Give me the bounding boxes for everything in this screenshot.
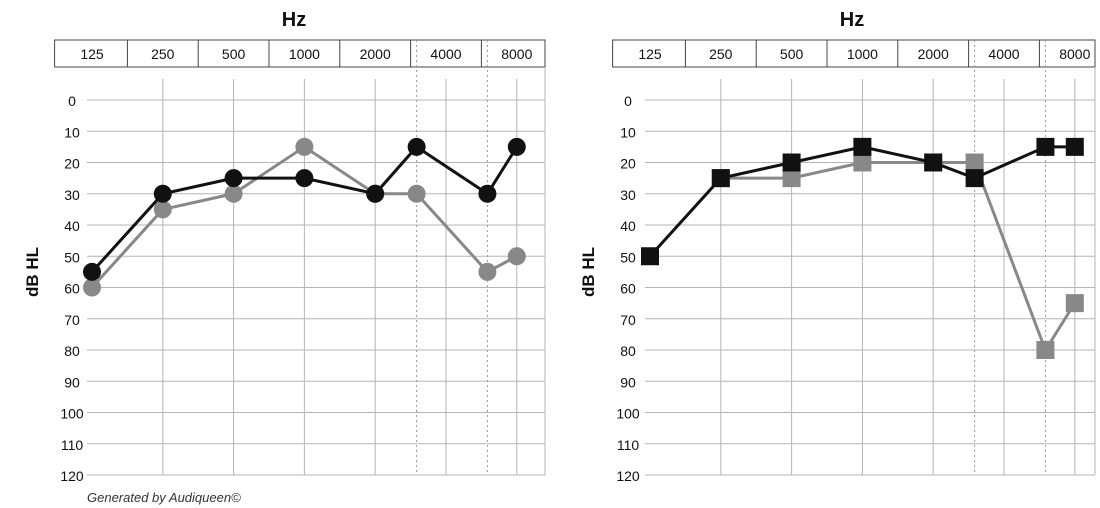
y-axis-title: dB HL — [23, 247, 42, 297]
data-point-square — [853, 137, 872, 156]
y-tick-label: 100 — [60, 406, 84, 422]
y-tick-label: 50 — [620, 249, 636, 265]
data-point-square — [965, 153, 984, 172]
y-tick-label: 0 — [68, 93, 76, 109]
y-tick-label: 20 — [620, 156, 636, 172]
data-point-square — [641, 247, 659, 266]
frequency-label: 125 — [80, 46, 104, 62]
frequency-label: 4000 — [988, 46, 1019, 62]
y-tick-label: 30 — [64, 187, 80, 203]
x-axis-title: Hz — [282, 9, 306, 31]
data-point-circle — [224, 184, 243, 203]
audiogram-left: Hz 125 250 500 1000 2000 4000 8000 0 10 20 30 40 50 60… — [23, 9, 546, 484]
frequency-label: 125 — [638, 46, 662, 62]
data-point-square — [1065, 294, 1084, 313]
y-axis-title: dB HL — [579, 247, 598, 297]
y-tick-label: 100 — [616, 406, 640, 422]
frequency-header — [54, 39, 546, 68]
frequency-label: 2000 — [360, 46, 391, 62]
y-tick-label: 80 — [620, 343, 636, 359]
frequency-label: 250 — [709, 46, 733, 62]
y-tick-label: 60 — [64, 281, 80, 297]
data-point-circle — [83, 278, 101, 297]
y-tick-label: 30 — [620, 187, 636, 203]
series-line — [90, 144, 519, 273]
data-point-square — [1036, 341, 1055, 359]
y-tick-label: 90 — [64, 374, 80, 390]
y-tick-label: 110 — [61, 437, 84, 453]
frequency-label: 250 — [151, 46, 175, 62]
frequency-label: 8000 — [501, 46, 532, 62]
x-axis-title: Hz — [840, 9, 864, 31]
data-point-square — [1036, 137, 1055, 156]
data-point-square — [924, 153, 943, 172]
y-tick-label: 90 — [620, 374, 636, 390]
frequency-label: 500 — [222, 46, 246, 62]
data-point-square — [965, 169, 984, 188]
frequency-label: 4000 — [430, 46, 461, 62]
audiogram-right: Hz 125 250 500 1000 2000 4000 8000 0 10 20 30 40 50 60… — [579, 9, 1096, 484]
data-point-circle — [507, 137, 526, 156]
y-tick-label: 60 — [620, 281, 636, 297]
footer-credit: Generated by Audiqueen© — [87, 490, 241, 505]
data-point-square — [782, 153, 801, 172]
data-point-square — [1065, 137, 1084, 156]
y-tick-label: 80 — [64, 343, 80, 359]
frequency-label: 500 — [780, 46, 804, 62]
y-tick-label: 70 — [620, 312, 636, 328]
series-line — [90, 145, 518, 289]
y-tick-label: 10 — [64, 124, 80, 140]
data-point-circle — [224, 169, 243, 188]
data-point-circle — [407, 184, 426, 203]
y-tick-label: 120 — [60, 468, 84, 484]
data-point-circle — [366, 184, 385, 203]
series-line — [648, 145, 1075, 258]
data-point-circle — [407, 137, 426, 156]
y-tick-label: 10 — [620, 124, 636, 140]
y-tick-label: 40 — [620, 218, 636, 234]
data-point-circle — [153, 184, 172, 203]
frequency-header — [612, 39, 1096, 68]
frequency-label: 8000 — [1059, 46, 1090, 62]
data-point-circle — [478, 262, 497, 281]
data-point-circle — [295, 169, 314, 188]
y-tick-label: 70 — [64, 312, 80, 328]
data-point-square — [853, 153, 872, 172]
data-point-square — [711, 169, 730, 188]
y-tick-label: 20 — [64, 156, 80, 172]
y-tick-label: 50 — [64, 249, 80, 265]
y-tick-label: 0 — [624, 93, 632, 109]
data-point-circle — [153, 200, 172, 219]
data-point-circle — [507, 247, 526, 266]
frequency-label: 2000 — [918, 46, 949, 62]
y-tick-label: 40 — [64, 218, 80, 234]
y-tick-label: 110 — [617, 437, 640, 453]
data-point-square — [782, 169, 801, 188]
data-point-circle — [83, 262, 101, 281]
data-point-circle — [478, 184, 497, 203]
frequency-label: 1000 — [847, 46, 878, 62]
data-point-circle — [295, 137, 314, 156]
y-tick-label: 120 — [616, 468, 640, 484]
frequency-label: 1000 — [289, 46, 320, 62]
